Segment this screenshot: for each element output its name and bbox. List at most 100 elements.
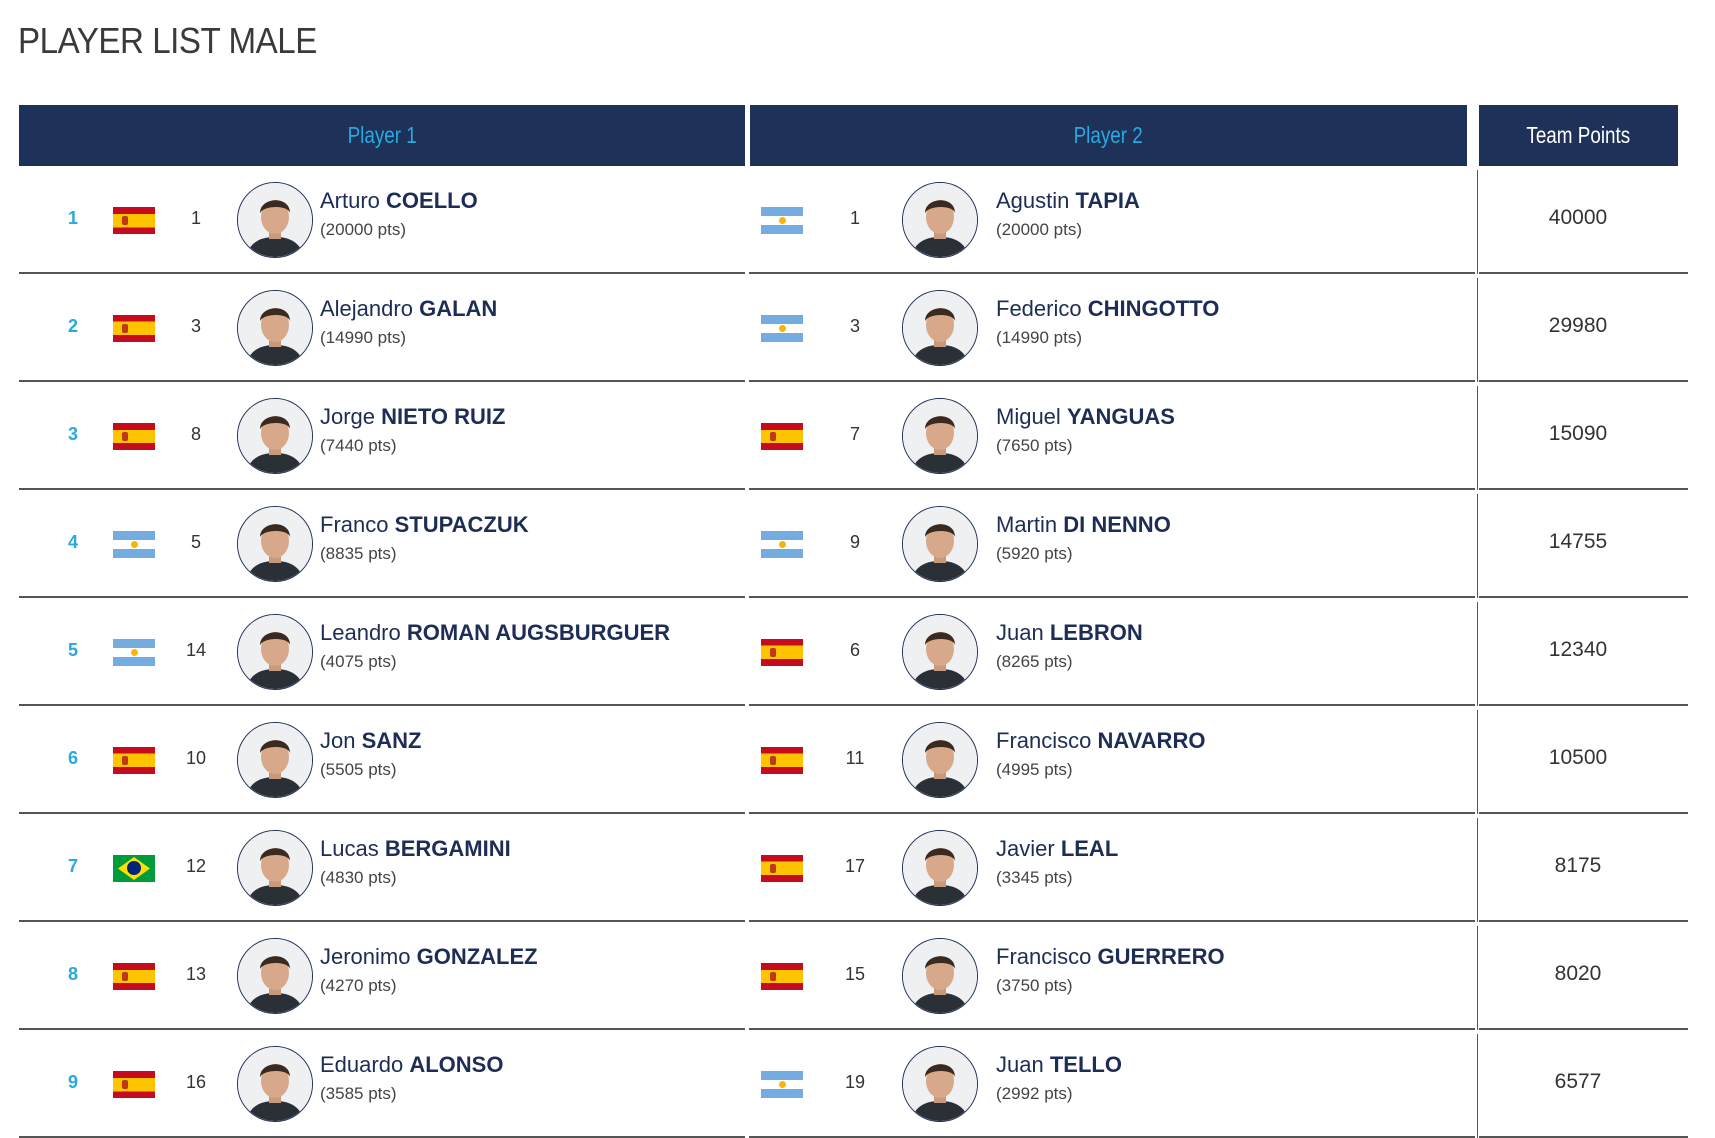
p1-name[interactable]: Arturo COELLO (320, 188, 478, 214)
p1-name[interactable]: Franco STUPACZUK (320, 512, 529, 538)
p1-seed: 8 (190, 424, 201, 444)
p1-name[interactable]: Lucas BERGAMINI (320, 836, 511, 862)
flag-spain-icon (113, 207, 155, 234)
p2-seed: 17 (844, 856, 866, 876)
p1-seed: 5 (190, 532, 201, 552)
flag-spain-icon (113, 1071, 155, 1098)
p1-seed: 12 (185, 856, 207, 876)
p2-first-name: Juan (996, 620, 1044, 645)
table-row: 3 8 Jorge NIETO RUIZ (7440 pts) 7 Miguel… (0, 382, 1715, 490)
p2-name[interactable]: Miguel YANGUAS (996, 404, 1175, 430)
team-points: 6577 (1554, 1070, 1602, 1093)
flag-spain-icon (761, 423, 803, 450)
row-divider (749, 704, 1475, 706)
p1-name[interactable]: Jon SANZ (320, 728, 422, 754)
team-rank: 2 (67, 316, 78, 336)
row-divider (1479, 1028, 1688, 1030)
row-divider (19, 704, 745, 706)
column-divider (1477, 1034, 1478, 1138)
p1-points: (14990 pts) (320, 328, 406, 347)
p2-avatar[interactable] (902, 398, 978, 474)
p1-first-name: Leandro (320, 620, 401, 645)
team-points: 15090 (1548, 422, 1608, 445)
p2-name[interactable]: Martin DI NENNO (996, 512, 1171, 538)
p1-avatar[interactable] (237, 722, 313, 798)
p2-avatar[interactable] (902, 1046, 978, 1122)
p1-points: (3585 pts) (320, 1084, 397, 1103)
p2-avatar[interactable] (902, 830, 978, 906)
p2-points: (3345 pts) (996, 868, 1073, 887)
p1-first-name: Franco (320, 512, 389, 537)
p1-avatar[interactable] (237, 614, 313, 690)
row-divider (749, 272, 1475, 274)
p2-first-name: Francisco (996, 728, 1092, 753)
p1-avatar[interactable] (237, 1046, 313, 1122)
p1-seed: 1 (190, 208, 201, 228)
p1-seed: 14 (185, 640, 207, 660)
p1-avatar[interactable] (237, 290, 313, 366)
flag-argentina-icon (113, 531, 155, 558)
p2-first-name: Juan (996, 1052, 1044, 1077)
flag-brazil-icon (113, 855, 155, 882)
p2-name[interactable]: Juan LEBRON (996, 620, 1143, 646)
p1-name[interactable]: Jorge NIETO RUIZ (320, 404, 505, 430)
row-divider (749, 596, 1475, 598)
p2-first-name: Javier (996, 836, 1055, 861)
team-rank: 9 (67, 1072, 78, 1092)
team-points: 8020 (1554, 962, 1602, 985)
p1-points: (4830 pts) (320, 868, 397, 887)
header-player-1: Player 1 (19, 105, 745, 166)
flag-argentina-icon (113, 639, 155, 666)
p2-avatar[interactable] (902, 938, 978, 1014)
p2-name[interactable]: Francisco GUERRERO (996, 944, 1225, 970)
team-points: 29980 (1548, 314, 1608, 337)
row-divider (19, 272, 745, 274)
p1-first-name: Alejandro (320, 296, 413, 321)
p1-avatar[interactable] (237, 398, 313, 474)
table-row: 8 13 Jeronimo GONZALEZ (4270 pts) 15 Fra… (0, 922, 1715, 1030)
header-player-1-label: Player 1 (347, 122, 417, 148)
p1-name[interactable]: Alejandro GALAN (320, 296, 497, 322)
p1-name[interactable]: Eduardo ALONSO (320, 1052, 503, 1078)
column-divider (1477, 494, 1478, 598)
p2-seed: 9 (849, 532, 860, 552)
p2-avatar[interactable] (902, 182, 978, 258)
header-player-2-label: Player 2 (1073, 122, 1144, 148)
p2-avatar[interactable] (902, 290, 978, 366)
p2-points: (5920 pts) (996, 544, 1073, 563)
p2-last-name: YANGUAS (1066, 404, 1175, 429)
p2-name[interactable]: Juan TELLO (996, 1052, 1122, 1078)
p2-last-name: DI NENNO (1063, 512, 1171, 537)
p1-name[interactable]: Leandro ROMAN AUGSBURGUER (320, 620, 670, 646)
row-divider (1479, 704, 1688, 706)
flag-spain-icon (113, 747, 155, 774)
p2-avatar[interactable] (902, 506, 978, 582)
p2-name[interactable]: Francisco NAVARRO (996, 728, 1205, 754)
p2-points: (4995 pts) (996, 760, 1073, 779)
header-team-points-label: Team Points (1526, 122, 1631, 148)
p1-last-name: NIETO RUIZ (381, 404, 506, 429)
p2-points: (14990 pts) (996, 328, 1082, 347)
p1-avatar[interactable] (237, 506, 313, 582)
p2-first-name: Francisco (996, 944, 1092, 969)
p2-last-name: LEBRON (1049, 620, 1143, 645)
row-divider (19, 812, 745, 814)
p2-avatar[interactable] (902, 614, 978, 690)
p1-last-name: GONZALEZ (416, 944, 538, 969)
p1-points: (5505 pts) (320, 760, 397, 779)
p1-avatar[interactable] (237, 182, 313, 258)
p1-name[interactable]: Jeronimo GONZALEZ (320, 944, 538, 970)
p2-name[interactable]: Federico CHINGOTTO (996, 296, 1219, 322)
p1-avatar[interactable] (237, 938, 313, 1014)
p2-name[interactable]: Javier LEAL (996, 836, 1118, 862)
p2-first-name: Martin (996, 512, 1058, 537)
column-divider (1477, 278, 1478, 382)
table-row: 2 3 Alejandro GALAN (14990 pts) 3 Federi… (0, 274, 1715, 382)
p1-avatar[interactable] (237, 830, 313, 906)
p1-first-name: Arturo (320, 188, 380, 213)
p2-seed: 1 (849, 208, 860, 228)
p1-first-name: Jon (320, 728, 356, 753)
p2-name[interactable]: Agustin TAPIA (996, 188, 1140, 214)
row-divider (19, 488, 745, 490)
p2-avatar[interactable] (902, 722, 978, 798)
